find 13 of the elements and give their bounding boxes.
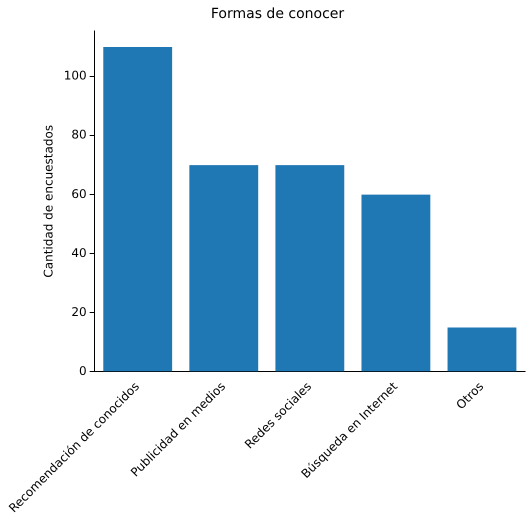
bar	[103, 47, 172, 372]
y-tick-label: 40	[71, 246, 87, 260]
chart-title: Formas de conocer	[210, 6, 344, 22]
y-tick-label: 20	[71, 304, 87, 319]
bar	[275, 165, 344, 372]
y-tick-label: 60	[71, 186, 87, 201]
bar	[448, 327, 516, 372]
y-tick-label: 80	[71, 128, 87, 142]
bar	[361, 194, 430, 372]
y-tick-label: 100	[64, 68, 87, 83]
y-axis-title: Cantidad de encuestados	[42, 124, 56, 278]
bar	[189, 165, 258, 372]
y-tick-label: 0	[79, 364, 87, 378]
